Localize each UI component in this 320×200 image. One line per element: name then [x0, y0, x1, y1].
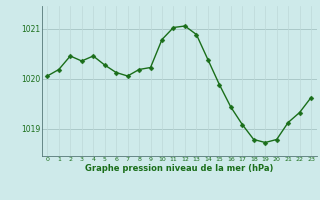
- X-axis label: Graphe pression niveau de la mer (hPa): Graphe pression niveau de la mer (hPa): [85, 164, 273, 173]
